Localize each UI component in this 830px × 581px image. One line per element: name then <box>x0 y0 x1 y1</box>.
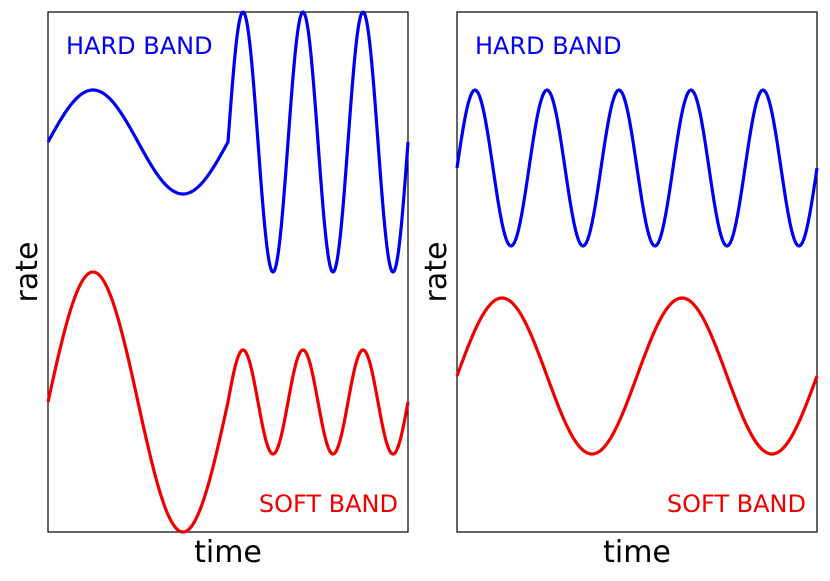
right-y-axis-label: rate <box>419 242 454 303</box>
left-x-axis-label: time <box>194 535 262 570</box>
right-soft-band-label: SOFT BAND <box>667 490 806 518</box>
right-x-axis-label: time <box>603 535 671 570</box>
right-soft-band-line <box>455 296 819 456</box>
left-soft-band-line <box>46 270 410 534</box>
left-soft-band-label: SOFT BAND <box>259 490 398 518</box>
left-plot-frame <box>47 11 409 533</box>
left-y-axis-label: rate <box>10 242 45 303</box>
left-hard-band-label: HARD BAND <box>66 32 213 60</box>
left-hard-band-line <box>46 10 410 274</box>
right-hard-band-line <box>455 88 819 248</box>
right-plot-frame <box>456 11 818 533</box>
left-panel: HARD BAND SOFT BAND time rate <box>10 10 410 570</box>
right-hard-band-label: HARD BAND <box>475 32 622 60</box>
right-panel: HARD BAND SOFT BAND time rate <box>419 11 819 570</box>
